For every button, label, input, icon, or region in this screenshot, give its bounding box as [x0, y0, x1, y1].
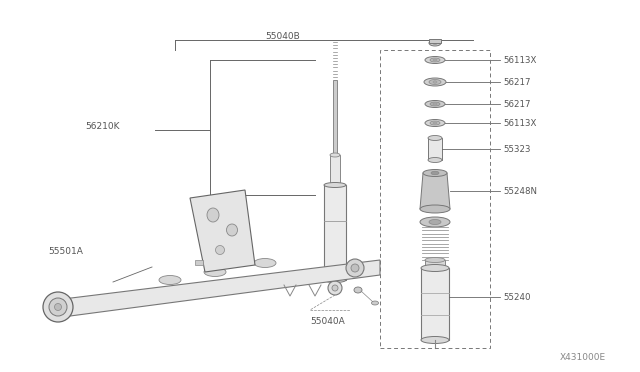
Ellipse shape: [207, 208, 219, 222]
Ellipse shape: [254, 259, 276, 267]
Ellipse shape: [54, 304, 61, 311]
Ellipse shape: [425, 57, 445, 64]
Ellipse shape: [420, 205, 450, 213]
Ellipse shape: [423, 170, 447, 176]
Ellipse shape: [428, 157, 442, 163]
Ellipse shape: [425, 100, 445, 108]
Ellipse shape: [216, 246, 225, 254]
Text: 56210K: 56210K: [85, 122, 120, 131]
Ellipse shape: [227, 224, 237, 236]
Text: 55040B: 55040B: [265, 32, 300, 41]
Text: 55501A: 55501A: [48, 247, 83, 257]
Bar: [428, 138, 442, 160]
Ellipse shape: [433, 122, 437, 124]
Text: X431000E: X431000E: [560, 353, 606, 362]
Text: 55040A: 55040A: [310, 317, 345, 327]
Ellipse shape: [204, 267, 226, 276]
Ellipse shape: [328, 281, 342, 295]
Ellipse shape: [354, 287, 362, 293]
Bar: [195, 260, 203, 265]
Ellipse shape: [425, 257, 445, 263]
Text: 55323: 55323: [503, 144, 531, 154]
Ellipse shape: [371, 301, 378, 305]
Text: 55248N: 55248N: [503, 186, 537, 196]
Ellipse shape: [433, 59, 437, 61]
Ellipse shape: [430, 102, 440, 106]
Ellipse shape: [433, 42, 438, 45]
Polygon shape: [420, 173, 450, 209]
Polygon shape: [55, 260, 380, 318]
Text: 56113X: 56113X: [503, 55, 536, 64]
Ellipse shape: [331, 245, 339, 249]
Ellipse shape: [425, 267, 445, 273]
Ellipse shape: [421, 264, 449, 272]
Bar: [421, 268, 449, 340]
Ellipse shape: [420, 217, 450, 227]
Bar: [429, 39, 441, 43]
Ellipse shape: [326, 243, 344, 251]
Ellipse shape: [429, 80, 441, 84]
Text: 56113X: 56113X: [503, 119, 536, 128]
Ellipse shape: [346, 259, 364, 277]
Bar: [425, 260, 445, 270]
Ellipse shape: [431, 171, 439, 175]
Bar: [324, 185, 346, 280]
Ellipse shape: [424, 78, 446, 86]
Ellipse shape: [330, 153, 340, 157]
Ellipse shape: [433, 103, 437, 105]
Ellipse shape: [351, 264, 359, 272]
Polygon shape: [190, 190, 255, 272]
Ellipse shape: [49, 298, 67, 316]
Ellipse shape: [421, 337, 449, 343]
Ellipse shape: [433, 81, 437, 83]
Ellipse shape: [43, 292, 73, 322]
Ellipse shape: [429, 40, 441, 46]
Bar: [330, 155, 340, 185]
Ellipse shape: [159, 276, 181, 285]
Ellipse shape: [332, 285, 338, 291]
Ellipse shape: [430, 121, 440, 125]
Ellipse shape: [324, 278, 346, 282]
Bar: [333, 80, 337, 255]
Ellipse shape: [429, 219, 441, 224]
Text: 55240: 55240: [503, 292, 531, 301]
Ellipse shape: [430, 58, 440, 62]
Ellipse shape: [425, 119, 445, 126]
Text: 56217: 56217: [503, 99, 531, 109]
Text: 56217: 56217: [503, 77, 531, 87]
Bar: [380, 50, 490, 348]
Ellipse shape: [428, 135, 442, 141]
Ellipse shape: [324, 183, 346, 187]
